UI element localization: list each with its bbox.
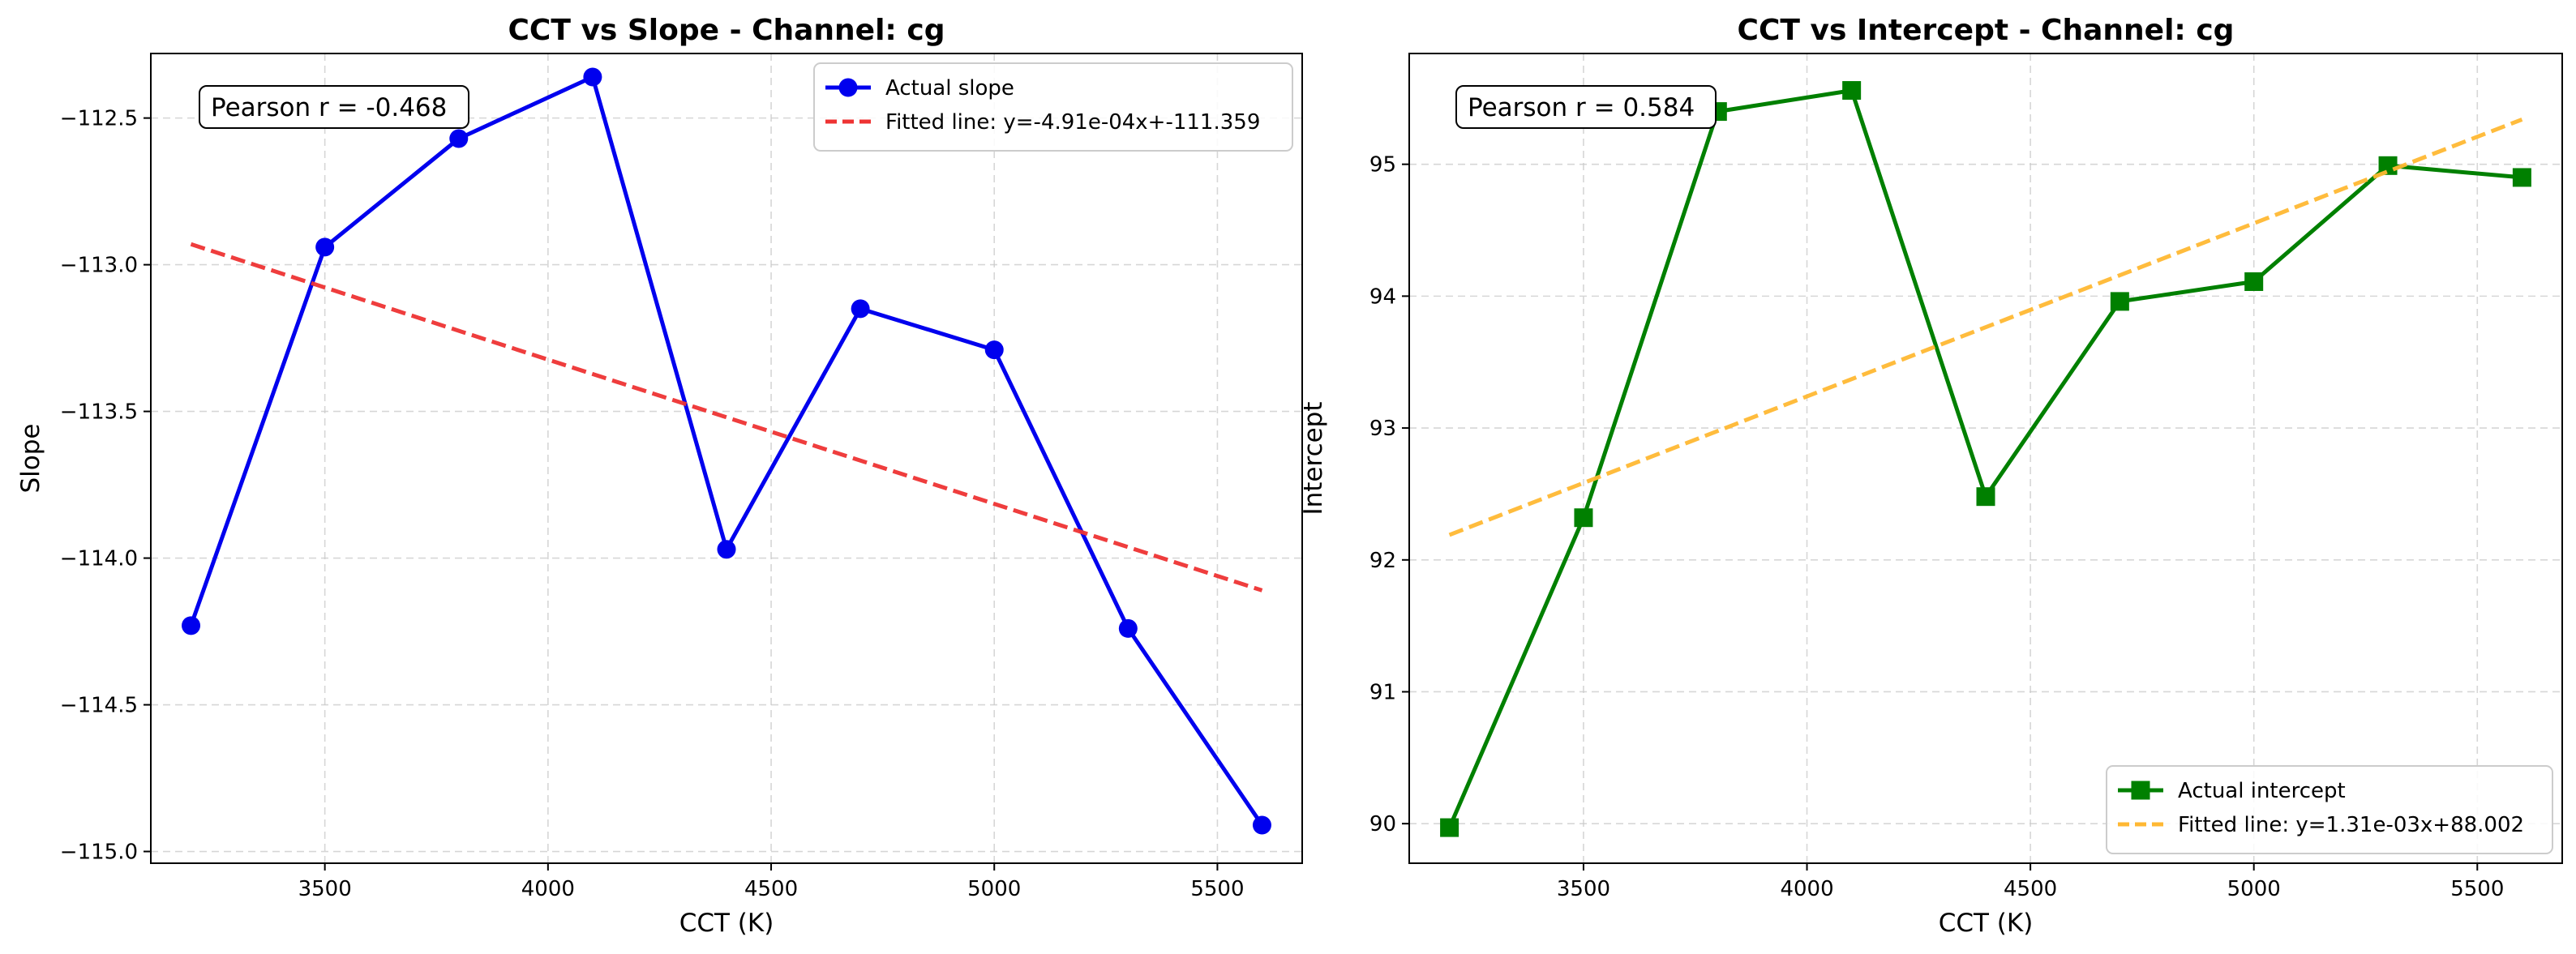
x-tick-label: 5500 [2450, 877, 2504, 901]
y-tick-label: −114.0 [60, 547, 138, 571]
x-tick-label: 4000 [1780, 877, 1833, 901]
x-tick-label: 3500 [1557, 877, 1610, 901]
data-point [315, 237, 335, 257]
fitted-line [190, 242, 1263, 593]
x-tick-label: 3500 [298, 877, 352, 901]
x-tick-label: 4000 [521, 877, 575, 901]
data-point [182, 616, 201, 635]
y-axis-label: Slope [16, 423, 45, 493]
data-point [2378, 156, 2398, 175]
y-tick-label: 92 [1369, 549, 1396, 573]
data-point [984, 340, 1004, 360]
data-point [1574, 508, 1593, 528]
x-axis-label: CCT (K) [679, 909, 774, 938]
x-tick-label: 5500 [1190, 877, 1244, 901]
pearson-annotation: Pearson r = 0.584 [1468, 93, 1695, 122]
annotation-box [1455, 85, 1717, 129]
chart-title: CCT vs Intercept - Channel: cg [1738, 14, 2235, 47]
annotation-box [199, 85, 469, 129]
legend-marker [838, 78, 858, 97]
plot-frame [1408, 53, 2563, 864]
legend-label: Actual intercept [2178, 779, 2346, 803]
legend-label: Actual slope [885, 76, 1014, 101]
data-point [717, 540, 736, 559]
data-point [851, 299, 870, 319]
chart-title: CCT vs Slope - Channel: cg [508, 14, 945, 47]
legend-label: Fitted line: y=1.31e-03x+88.002 [2178, 813, 2524, 837]
y-tick-label: 93 [1369, 417, 1396, 441]
x-tick-label: 4500 [2004, 877, 2057, 901]
data-point [1118, 618, 1138, 638]
data-point [2244, 272, 2264, 291]
data-point [1976, 487, 1995, 507]
data-point [583, 67, 602, 87]
data-point [2512, 168, 2531, 187]
legend: Actual intercept Fitted line: y=1.31e-03x… [2106, 765, 2553, 854]
y-tick-label: 95 [1369, 153, 1396, 178]
data-point [449, 129, 469, 148]
fitted-line [1448, 118, 2523, 537]
chart-panel-1: 3500 4000 4500 5000 5500 −115.0 −114.5 −114.0 −1… [16, 14, 1303, 938]
x-tick-label: 5000 [2227, 877, 2281, 901]
y-tick-label: 94 [1369, 284, 1396, 309]
series-line [1447, 88, 2522, 829]
legend: Actual slope Fitted line: y=-4.91e-04x+-1… [813, 62, 1293, 152]
legend-frame [813, 62, 1293, 152]
y-tick-label: 91 [1369, 680, 1396, 704]
data-point [1842, 81, 1862, 101]
legend-frame [2106, 765, 2553, 854]
x-axis-label: CCT (K) [1939, 909, 2034, 938]
x-tick-label: 4500 [744, 877, 798, 901]
y-tick-label: −113.5 [60, 400, 138, 425]
data-point [1440, 818, 1459, 837]
y-tick-label: −112.5 [60, 107, 138, 131]
pearson-annotation: Pearson r = -0.468 [211, 93, 447, 122]
plot-frame [150, 53, 1303, 864]
y-tick-label: −115.0 [60, 841, 138, 865]
y-tick-label: 90 [1369, 812, 1396, 836]
y-tick-label: −113.0 [60, 254, 138, 278]
y-tick-label: −114.5 [60, 694, 138, 718]
data-point [2110, 292, 2129, 311]
series-line [189, 75, 1264, 827]
data-point [1252, 815, 1271, 835]
legend-marker [2131, 781, 2150, 800]
x-tick-label: 5000 [967, 877, 1021, 901]
legend-label: Fitted line: y=-4.91e-04x+-111.359 [885, 110, 1260, 135]
y-axis-label: Intercept [1299, 401, 1328, 515]
chart-panel-2: 3500 4000 4500 5000 5500 90 91 92 93 94 95 CCT vs I… [1299, 14, 2563, 938]
